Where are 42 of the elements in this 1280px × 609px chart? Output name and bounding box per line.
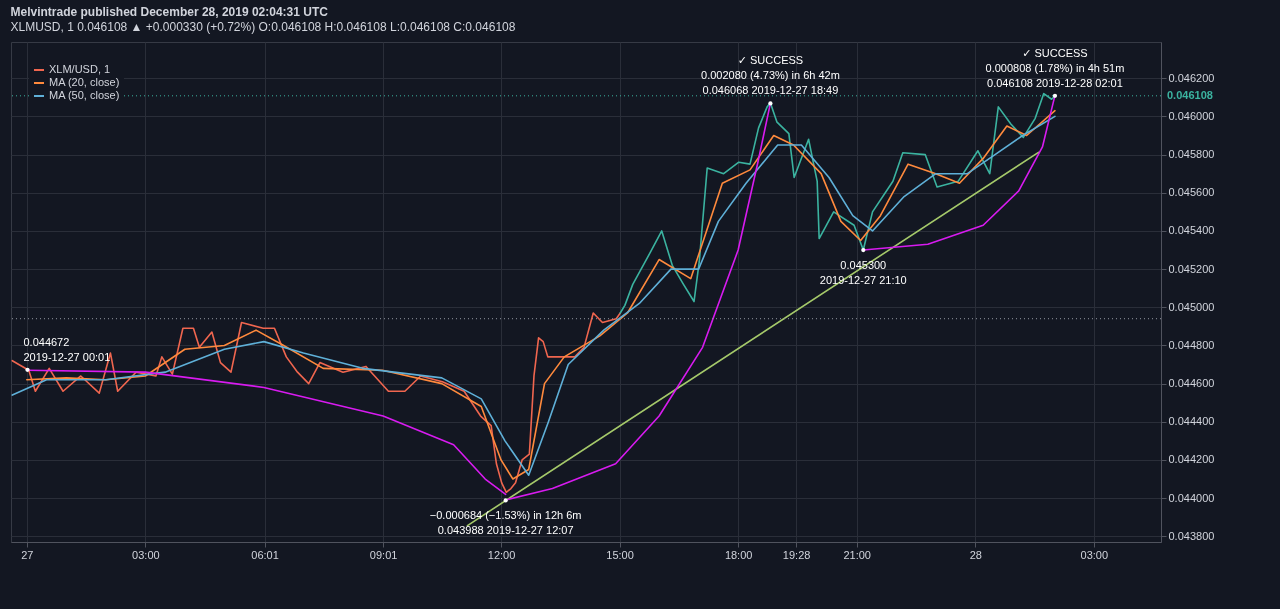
y-tick-label: 0.044000 <box>1168 491 1215 504</box>
x-tick-label: 21:00 <box>843 548 871 561</box>
x-tick-label: 19:28 <box>782 548 811 561</box>
annotation: 0.044672 <box>23 335 70 348</box>
y-tick-label: 0.044800 <box>1168 338 1215 351</box>
y-tick-label: 0.045200 <box>1168 262 1215 275</box>
annotation: 0.000808 (1.78%) in 4h 51m <box>985 61 1125 74</box>
annotation: ✓ SUCCESS <box>1022 46 1088 59</box>
y-tick-label: 0.045000 <box>1168 300 1215 313</box>
x-tick-label: 09:01 <box>369 548 398 561</box>
line-series <box>26 369 507 496</box>
y-tick-label: 0.046200 <box>1168 71 1215 84</box>
legend-label: MA (50, close) <box>49 89 120 101</box>
y-tick-label: 0.044400 <box>1168 415 1215 428</box>
y-tick-label: 0.045600 <box>1168 186 1215 199</box>
annotation: −0.000684 (−1.53%) in 12h 6m <box>429 509 582 522</box>
y-tick-label: 0.045800 <box>1168 148 1215 161</box>
chart-title: Melvintrade published December 28, 2019 02:04:31 UTC <box>10 5 329 19</box>
x-tick-label: 06:01 <box>251 548 279 561</box>
legend-label: MA (20, close) <box>49 76 120 88</box>
chart-subtitle: XLMUSD, 1 0.046108 ▲ +0.000330 (+0.72%) O:0.046108 H:0.046108 L:0.046108 C:0.046108 <box>10 20 516 34</box>
x-tick-label: 18:00 <box>724 548 753 561</box>
y-tick-label: 0.045400 <box>1168 224 1215 237</box>
line-series <box>11 312 622 494</box>
annotation: 0.046108 2019-12-28 02:01 <box>987 76 1123 89</box>
annotation: 0.046068 2019-12-27 18:49 <box>702 84 839 97</box>
y-tick-label: 0.046000 <box>1168 109 1215 122</box>
y-tick-label: 0.044200 <box>1168 453 1215 466</box>
legend-label: XLM/USD, 1 <box>49 63 111 75</box>
x-tick-label: 12:00 <box>487 548 516 561</box>
x-tick-label: 03:00 <box>132 548 160 561</box>
annotation: ✓ SUCCESS <box>737 54 804 67</box>
annotation: 0.002080 (4.73%) in 6h 42m <box>701 69 840 82</box>
ref-line-label: 0.046108 <box>1167 88 1213 101</box>
x-tick-label: 15:00 <box>606 548 634 561</box>
x-tick-label: 28 <box>969 548 982 561</box>
line-series <box>504 102 772 501</box>
x-tick-label: 03:00 <box>1080 548 1109 561</box>
annotation: 0.043988 2019-12-27 12:07 <box>437 524 574 537</box>
x-tick-label: 27 <box>21 548 34 561</box>
y-tick-label: 0.044600 <box>1168 377 1215 390</box>
y-tick-label: 0.043800 <box>1168 529 1215 542</box>
